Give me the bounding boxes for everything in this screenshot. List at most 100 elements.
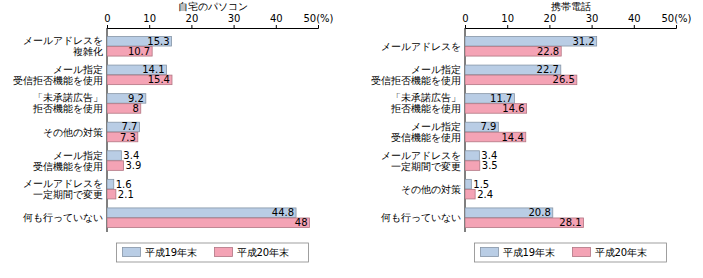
data-label: 48 xyxy=(295,217,308,228)
category-label: 「未承諾広告」拒否機能を使用 xyxy=(390,92,461,114)
tick-label: 30 xyxy=(586,13,599,24)
data-label: 15.3 xyxy=(147,36,169,47)
data-label: 14.4 xyxy=(502,132,524,143)
bar xyxy=(465,37,597,47)
category-label-line: 受信拒否機能を使用 xyxy=(13,75,103,86)
category-label: 何も行っていない xyxy=(381,212,461,223)
data-label: 7.3 xyxy=(120,132,136,143)
tick-label: 0 xyxy=(462,13,468,24)
legend: 平成19年末平成20年末 xyxy=(117,243,309,262)
tick-mark xyxy=(191,25,192,28)
bar xyxy=(107,179,114,189)
bar xyxy=(465,122,498,132)
category-label-line: メール指定 xyxy=(411,121,461,132)
category-label-line: メール指定 xyxy=(53,150,103,161)
bar xyxy=(107,161,123,171)
chart-panel: 自宅のパソコン01020304050(%)メールアドレスを複雑化メール指定受信拒… xyxy=(13,1,334,262)
tick-label: 0 xyxy=(104,13,110,24)
tick-label: 10 xyxy=(501,13,514,24)
chart-title: 携帯電話 xyxy=(551,1,591,12)
tick-mark xyxy=(149,25,150,28)
category-label-line: メール指定 xyxy=(53,64,103,75)
data-label: 15.4 xyxy=(148,74,170,85)
category-label: メール指定受信機能を使用 xyxy=(33,150,103,172)
legend-frame xyxy=(117,243,309,262)
tick-label: 20 xyxy=(544,13,557,24)
data-label: 26.5 xyxy=(553,74,575,85)
bar xyxy=(107,94,146,104)
category-label-line: 複雑化 xyxy=(73,46,103,57)
legend-label: 平成19年末 xyxy=(503,247,556,258)
tick: 20 xyxy=(544,13,557,28)
legend-frame xyxy=(475,243,667,262)
category-label: メールアドレスを一定期間で変更 xyxy=(23,178,103,200)
bar xyxy=(465,151,479,161)
chart-root: 自宅のパソコン01020304050(%)メールアドレスを複雑化メール指定受信拒… xyxy=(0,0,703,278)
axis-line xyxy=(466,25,677,29)
tick-label: 50(%) xyxy=(303,13,333,24)
category-label-line: メールアドレスを xyxy=(23,35,103,46)
chart-panel: 携帯電話01020304050(%)メールアドレスをメール指定受信拒否機能を使用… xyxy=(371,1,692,262)
data-label: 20.8 xyxy=(529,207,551,218)
category-label-line: 何も行っていない xyxy=(23,212,103,223)
category-label-line: メールアドレスを xyxy=(23,178,103,189)
data-label: 10.7 xyxy=(128,46,150,57)
data-label: 14.6 xyxy=(502,103,524,114)
category-label-line: 何も行っていない xyxy=(381,212,461,223)
tick: 0 xyxy=(462,13,468,28)
category-label-line: その他の対策 xyxy=(401,184,461,195)
bar xyxy=(107,37,172,47)
bar xyxy=(465,161,480,171)
data-label: 2.1 xyxy=(118,189,134,200)
category-label-line: 受信機能を使用 xyxy=(33,161,103,172)
x-axis: 0 10 20 30 40 50(%) xyxy=(104,13,333,29)
category-label: その他の対策 xyxy=(43,127,103,138)
legend-label: 平成20年末 xyxy=(237,247,290,258)
bar xyxy=(465,47,561,57)
tick-mark xyxy=(507,25,508,28)
tick-mark xyxy=(592,25,593,28)
tick-label: 30 xyxy=(228,13,241,24)
tick-mark xyxy=(234,25,235,28)
bar xyxy=(107,132,138,142)
x-axis: 01020304050(%) xyxy=(462,13,691,29)
data-label: 31.2 xyxy=(572,36,594,47)
tick-label: 40 xyxy=(270,13,283,24)
tick: 50(%) xyxy=(303,13,333,28)
bar xyxy=(107,208,296,218)
category-label-line: メールアドレスを xyxy=(381,150,461,161)
category-label: メール指定受信機能を使用 xyxy=(391,121,461,143)
category-label-line: 受信機能を使用 xyxy=(391,132,461,143)
legend-label: 平成20年末 xyxy=(595,247,648,258)
tick-label: 10 xyxy=(143,13,156,24)
legend-swatch xyxy=(215,248,233,257)
category-label-line: 拒否機能を使用 xyxy=(390,103,461,114)
bar xyxy=(107,104,141,114)
bar xyxy=(465,132,526,142)
data-labels: 15.314.19.27.73.41.644.810.715.487.33.92… xyxy=(116,36,308,228)
legend: 平成19年末 平成20年末 xyxy=(475,243,667,262)
legend-swatch xyxy=(123,248,141,257)
category-label: メールアドレスを xyxy=(381,41,461,52)
tick: 30 xyxy=(228,13,241,28)
bar xyxy=(107,189,116,199)
category-label: メールアドレスを複雑化 xyxy=(23,35,103,57)
data-label: 22.8 xyxy=(537,46,559,57)
bar xyxy=(465,94,514,104)
tick-mark xyxy=(549,25,550,28)
tick: 40 xyxy=(270,13,283,28)
tick-label: 50(%) xyxy=(661,13,691,24)
bar xyxy=(107,47,152,57)
tick: 20 xyxy=(186,13,199,28)
category-label: メール指定受信拒否機能を使用 xyxy=(13,64,103,86)
category-label-line: メール指定 xyxy=(411,64,461,75)
bar xyxy=(465,75,577,85)
category-label: 「未承諾広告」拒否機能を使用 xyxy=(32,92,103,114)
bar xyxy=(465,218,584,228)
data-label: 7.9 xyxy=(480,121,496,132)
data-label: 3.5 xyxy=(482,160,498,171)
category-label-line: 「未承諾広告」 xyxy=(391,92,461,103)
bars xyxy=(107,37,310,228)
tick: 10 xyxy=(143,13,156,28)
tick: 10 xyxy=(501,13,514,28)
